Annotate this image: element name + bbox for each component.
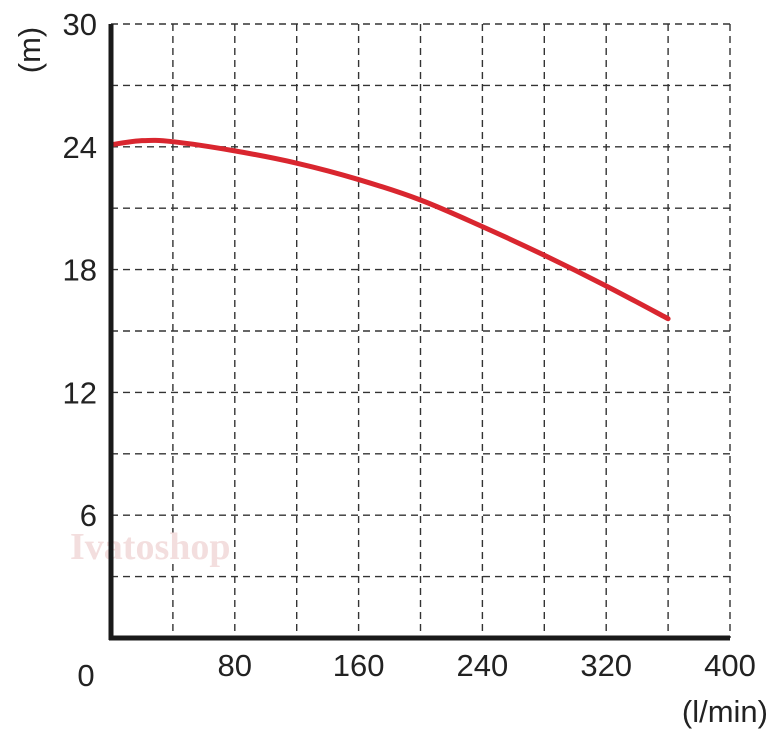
watermark-text: Ivatoshop (70, 526, 231, 568)
series-layer (108, 137, 671, 322)
y-tick-label: 12 (63, 375, 97, 410)
axes (108, 24, 730, 641)
x-tick-label: 240 (457, 648, 509, 683)
grid-lines (111, 23, 731, 638)
pump-curve-line (108, 137, 671, 322)
y-tick-label: 24 (63, 130, 97, 165)
y-axis-unit-label: (m) (12, 27, 47, 73)
x-tick-label: 400 (704, 648, 756, 683)
y-tick-label: 6 (80, 498, 97, 533)
x-tick-label: 80 (218, 648, 252, 683)
x-tick-label: 160 (333, 648, 385, 683)
x-tick-label: 320 (580, 648, 632, 683)
origin-label: 0 (77, 658, 94, 693)
y-tick-label: 30 (63, 7, 97, 42)
y-tick-label: 18 (63, 253, 97, 288)
tick-labels: 80 160 240 320 400 6 12 18 24 30 (63, 7, 756, 683)
x-axis-unit-label: (l/min) (682, 694, 768, 729)
